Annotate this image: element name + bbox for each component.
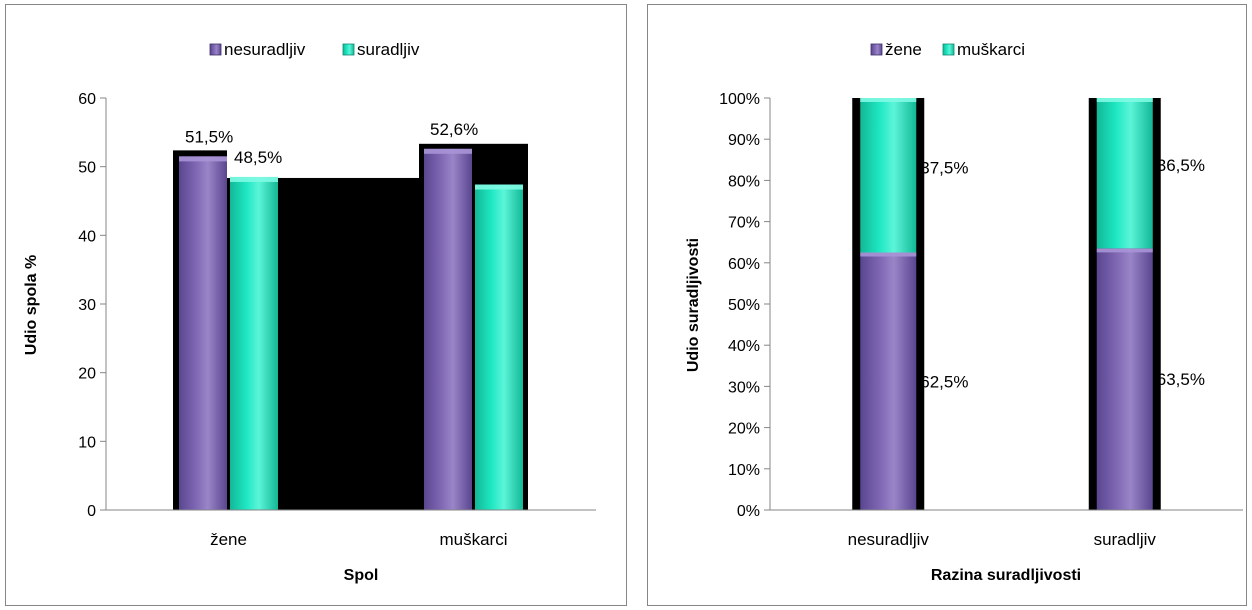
- legend-label-nesuradljiv: nesuradljiv: [224, 40, 306, 59]
- bar-zene-nesuradljiv: [860, 252, 917, 510]
- chart-panel-cooperation: žene muškarci 0% 10% 20% 30% 40% 50% 60% 70% 80%…: [647, 4, 1247, 606]
- y-tick-label: 50: [78, 160, 96, 177]
- x-axis-title: Spol: [344, 567, 379, 584]
- legend-label-muskarci: muškarci: [957, 40, 1025, 59]
- data-label-nesuradljiv-muskarci: 52,6%: [430, 120, 478, 139]
- x-axis-title: Razina suradljivosti: [931, 567, 1081, 584]
- bars: 62,5% 37,5% 63,5% 36,5%: [852, 98, 1205, 510]
- x-tick-label-nesuradljiv: nesuradljiv: [848, 530, 930, 549]
- data-label-muskarci-nesuradljiv: 37,5%: [920, 158, 968, 177]
- legend-swatch-zene: [870, 43, 883, 56]
- bar-top-suradljiv-muskarci: [475, 184, 523, 190]
- y-tick-label: 30: [78, 297, 96, 314]
- data-label-zene-nesuradljiv: 62,5%: [920, 372, 968, 391]
- chart-gender-cooperation: nesuradljiv suradljiv 0 10 20 30 40 50 60 51,5…: [23, 40, 596, 584]
- bar-top-nesuradljiv-zene: [179, 156, 227, 162]
- y-axis: 0 10 20 30 40 50 60: [78, 91, 107, 520]
- x-axis: nesuradljiv suradljiv: [770, 509, 1243, 549]
- y-tick-label: 10: [78, 434, 96, 451]
- data-label-suradljiv-zene: 48,5%: [234, 148, 282, 167]
- y-tick-label: 70%: [728, 215, 760, 232]
- legend: žene muškarci: [870, 40, 1025, 59]
- bar-muskarci-nesuradljiv: [860, 98, 917, 253]
- y-tick-label: 20: [78, 366, 96, 383]
- y-axis-title: Udio spola %: [23, 255, 40, 355]
- bar-suradljiv-muskarci: [475, 184, 523, 510]
- bar-top-suradljiv-zene: [230, 176, 278, 182]
- y-tick-label: 10%: [728, 462, 760, 479]
- data-label-zene-suradljiv: 63,5%: [1157, 370, 1205, 389]
- y-tick-label: 100%: [719, 91, 760, 108]
- x-axis: žene muškarci: [106, 509, 596, 549]
- y-tick-label: 40%: [728, 338, 760, 355]
- data-label-nesuradljiv-zene: 51,5%: [185, 127, 233, 146]
- y-tick-label: 80%: [728, 173, 760, 190]
- y-axis: 0% 10% 20% 30% 40% 50% 60% 70% 80% 90% 100%: [719, 91, 771, 520]
- bar-top-nesuradljiv-muskarci: [424, 148, 472, 154]
- legend-swatch-nesuradljiv: [209, 43, 222, 56]
- bar-zene-suradljiv: [1096, 248, 1153, 510]
- legend-label-suradljiv: suradljiv: [357, 40, 420, 59]
- bar-top-zene-nesuradljiv: [860, 252, 917, 257]
- legend-swatch-suradljiv: [342, 43, 355, 56]
- y-tick-label: 50%: [728, 297, 760, 314]
- chart-cooperation-share: žene muškarci 0% 10% 20% 30% 40% 50% 60% 70% 80%…: [685, 40, 1243, 584]
- chart-panel-gender: nesuradljiv suradljiv 0 10 20 30 40 50 60 51,5…: [5, 4, 627, 606]
- bar-suradljiv-zene: [230, 176, 278, 510]
- data-label-muskarci-suradljiv: 36,5%: [1157, 156, 1205, 175]
- bar-nesuradljiv-muskarci: [424, 148, 472, 510]
- x-tick-label-zene: žene: [210, 530, 247, 549]
- y-tick-label: 90%: [728, 132, 760, 149]
- legend-swatch-muskarci: [942, 43, 955, 56]
- bar-muskarci-suradljiv: [1096, 98, 1153, 249]
- y-tick-label: 0%: [737, 503, 760, 520]
- bar-top-zene-suradljiv: [1096, 248, 1153, 253]
- bar-top-muskarci-nesuradljiv: [860, 98, 917, 102]
- bar-nesuradljiv-zene: [179, 156, 227, 510]
- y-axis-title: Udio suradljivosti: [685, 238, 702, 372]
- y-tick-label: 40: [78, 228, 96, 245]
- y-tick-label: 30%: [728, 379, 760, 396]
- legend-label-zene: žene: [885, 40, 922, 59]
- y-tick-label: 20%: [728, 421, 760, 438]
- legend: nesuradljiv suradljiv: [209, 40, 420, 59]
- data-label-suradljiv-muskarci: 47,4%: [479, 156, 527, 175]
- bars: 51,5%48,5% 52,6%47,4%: [173, 120, 528, 510]
- y-tick-label: 60: [78, 91, 96, 108]
- y-tick-label: 60%: [728, 256, 760, 273]
- x-tick-label-suradljiv: suradljiv: [1094, 530, 1157, 549]
- y-tick-label: 0: [87, 503, 96, 520]
- bar-top-muskarci-suradljiv: [1096, 98, 1153, 102]
- x-tick-label-muskarci: muškarci: [439, 530, 507, 549]
